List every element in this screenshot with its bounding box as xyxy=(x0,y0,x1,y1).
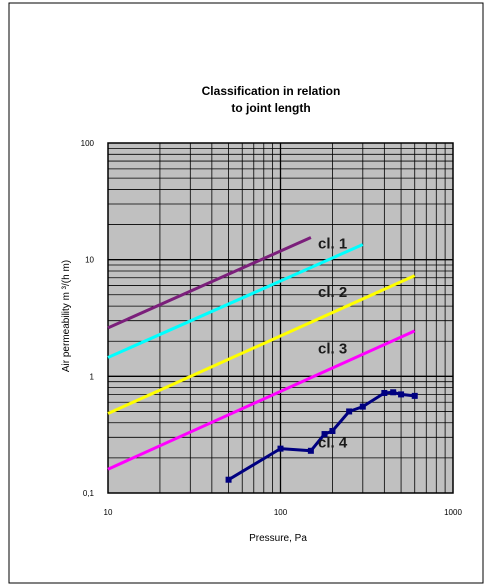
y-tick-label: 10 xyxy=(85,256,94,265)
x-tick-label: 1000 xyxy=(444,508,462,517)
x-axis-ticks: 10 100 1000 xyxy=(104,508,463,517)
class-label-3: cl. 3 xyxy=(318,341,347,358)
y-tick-label: 100 xyxy=(81,139,95,148)
chart-title-line-1: Classification in relation xyxy=(202,84,341,98)
class-label-2: cl. 2 xyxy=(318,284,347,301)
series-point xyxy=(329,427,336,434)
x-axis-label: Pressure, Pa xyxy=(249,533,307,544)
series-layer xyxy=(107,236,418,483)
series-point xyxy=(307,447,314,454)
y-tick-label: 0,1 xyxy=(83,489,95,498)
series-line-3 xyxy=(107,274,416,415)
x-tick-label: 10 xyxy=(104,508,113,517)
annotation-layer: cl. 1 cl. 2 cl. 3 cl. 4 xyxy=(318,236,348,452)
series-point xyxy=(381,389,388,396)
series-line-1 xyxy=(107,236,312,330)
plot-area: cl. 1 cl. 2 cl. 3 cl. 4 xyxy=(107,142,454,494)
x-tick-label: 100 xyxy=(274,508,288,517)
plot-border xyxy=(107,142,454,494)
series-point xyxy=(277,445,284,452)
grid xyxy=(108,143,453,493)
y-axis-label: Air permeability m ³/(h m) xyxy=(61,260,72,372)
chart-title-line-2: to joint length xyxy=(231,101,310,115)
series-point xyxy=(321,431,328,438)
series-point xyxy=(411,392,418,399)
y-axis-ticks: 0,1 1 10 100 xyxy=(81,139,95,498)
series-point xyxy=(398,391,405,398)
series-line-4 xyxy=(107,329,416,471)
series-point xyxy=(359,403,366,410)
series-point xyxy=(390,389,397,396)
class-label-4: cl. 4 xyxy=(318,435,348,452)
class-label-1: cl. 1 xyxy=(318,236,347,253)
series-line-2 xyxy=(107,243,364,359)
y-tick-label: 1 xyxy=(90,372,95,381)
series-point xyxy=(225,476,232,483)
series-point xyxy=(346,408,353,415)
